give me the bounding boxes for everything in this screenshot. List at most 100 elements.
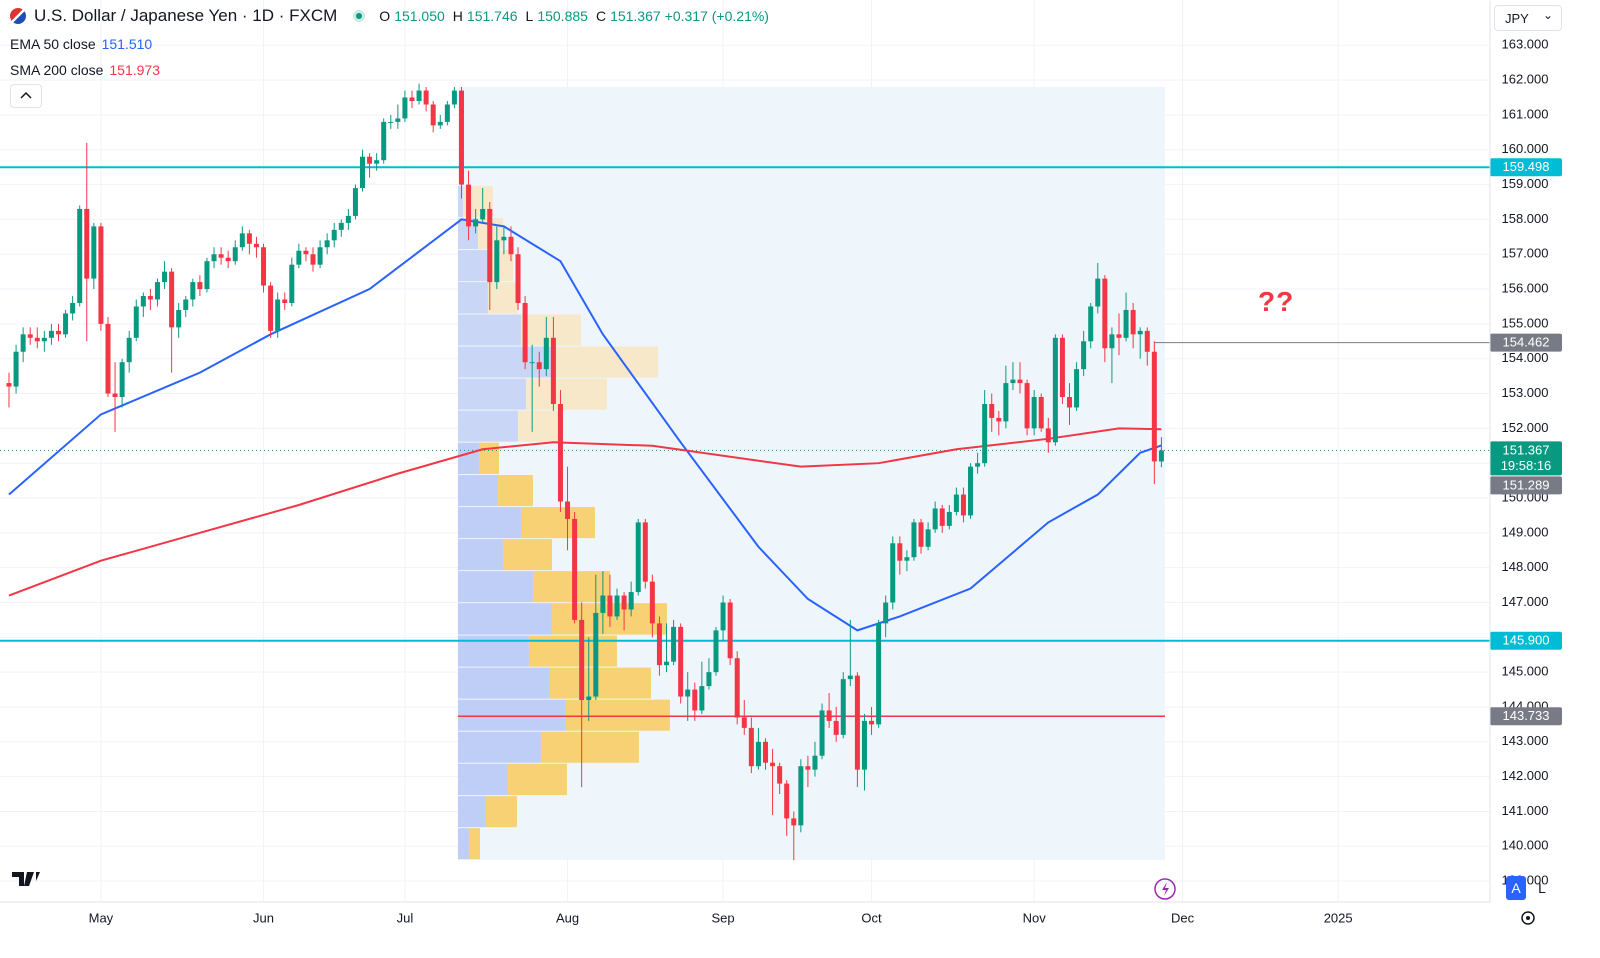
settings-icon[interactable] bbox=[1521, 911, 1535, 925]
candle-body bbox=[649, 581, 655, 624]
candle-body bbox=[671, 626, 677, 662]
candle-body bbox=[741, 717, 747, 728]
y-tick-label: 155.000 bbox=[1502, 315, 1549, 330]
x-tick-label: 2025 bbox=[1324, 910, 1353, 925]
alert-icon[interactable] bbox=[1154, 878, 1176, 900]
tv-logo[interactable] bbox=[12, 872, 40, 886]
candle-body bbox=[833, 720, 839, 735]
candle-body bbox=[317, 247, 323, 265]
candle-body bbox=[911, 522, 917, 558]
candle-body bbox=[755, 741, 761, 767]
profile-up bbox=[457, 699, 566, 731]
candle-body bbox=[1137, 330, 1143, 335]
profile-down bbox=[555, 346, 658, 378]
annotation: ?? bbox=[1258, 286, 1295, 317]
candle-body bbox=[211, 254, 217, 262]
profile-up bbox=[457, 571, 533, 603]
profile-range bbox=[457, 87, 1165, 861]
candle-body bbox=[416, 90, 422, 101]
candle-body bbox=[869, 720, 875, 725]
x-tick-label: May bbox=[89, 910, 114, 925]
candle-body bbox=[1095, 278, 1101, 307]
candle-body bbox=[275, 299, 281, 331]
symbol-flag bbox=[10, 8, 26, 24]
candle-body bbox=[480, 208, 486, 220]
price-badge bbox=[1490, 476, 1562, 495]
alert-bolt bbox=[1162, 882, 1169, 896]
auto-scale[interactable]: A bbox=[1506, 876, 1526, 900]
collapse-button[interactable] bbox=[10, 84, 42, 108]
candle-body bbox=[41, 337, 47, 342]
candle-body bbox=[982, 403, 988, 464]
candle-body bbox=[423, 90, 429, 105]
candle-body bbox=[225, 257, 231, 262]
candle-body bbox=[367, 156, 373, 164]
candle-body bbox=[784, 783, 790, 819]
candle-body bbox=[699, 686, 705, 711]
candle-body bbox=[473, 219, 479, 227]
symbol[interactable]: U.S. Dollar / Japanese Yen · 1D · FXCM bbox=[34, 6, 338, 25]
y-tick-label: 147.000 bbox=[1502, 594, 1549, 609]
profile-down bbox=[525, 378, 607, 410]
profile-up bbox=[457, 731, 541, 763]
candle-body bbox=[239, 233, 245, 248]
candle-body bbox=[642, 522, 648, 582]
candle-body bbox=[975, 463, 981, 467]
y-tick-label: 161.000 bbox=[1502, 106, 1549, 121]
candle-body bbox=[458, 90, 464, 185]
profile-down bbox=[478, 442, 499, 475]
profile-up bbox=[457, 314, 521, 346]
candle-body bbox=[1102, 278, 1108, 349]
candle-body bbox=[63, 313, 69, 335]
currency-select[interactable]: JPY bbox=[1494, 5, 1562, 31]
profile-down bbox=[497, 475, 533, 507]
candle-body bbox=[508, 236, 514, 255]
y-tick-label: 160.000 bbox=[1502, 141, 1549, 156]
candle-body bbox=[1130, 309, 1136, 335]
candle-body bbox=[1144, 330, 1150, 352]
candle-body bbox=[925, 529, 931, 547]
candle-body bbox=[819, 710, 825, 756]
candle-body bbox=[890, 543, 896, 603]
indicator-name: EMA 50 close bbox=[10, 36, 96, 52]
candle-body bbox=[798, 766, 804, 826]
candle-body bbox=[1151, 351, 1157, 462]
candle-body bbox=[13, 351, 19, 387]
candle-body bbox=[268, 285, 274, 331]
y-tick-label: 143.000 bbox=[1502, 733, 1549, 748]
indicator-legend[interactable]: EMA 50 close 151.510 bbox=[10, 36, 152, 52]
candle-body bbox=[147, 296, 153, 300]
candle-body bbox=[296, 250, 302, 265]
indicator-legend[interactable]: SMA 200 close 151.973 bbox=[10, 62, 160, 78]
y-tick-label: 156.000 bbox=[1502, 280, 1549, 295]
candle-body bbox=[904, 557, 910, 561]
ohlc-label: H bbox=[452, 8, 463, 24]
candle-body bbox=[996, 417, 1002, 422]
candle-body bbox=[6, 383, 12, 387]
profile-up bbox=[457, 250, 488, 282]
candle-body bbox=[253, 243, 259, 248]
candle-body bbox=[515, 254, 521, 303]
candle-body bbox=[1031, 397, 1037, 429]
candle-body bbox=[989, 403, 995, 418]
candle-body bbox=[770, 762, 776, 767]
candle-body bbox=[218, 254, 224, 258]
candle-body bbox=[692, 689, 698, 711]
candle-body bbox=[854, 675, 860, 770]
candle-body bbox=[876, 623, 882, 725]
candle-body bbox=[621, 595, 627, 610]
candle-body bbox=[565, 501, 571, 519]
candle-body bbox=[1158, 450, 1164, 462]
candle-body bbox=[303, 250, 309, 255]
candle-body bbox=[395, 118, 401, 122]
candle-body bbox=[805, 766, 811, 770]
y-tick-label: 141.000 bbox=[1502, 803, 1549, 818]
candle-body bbox=[98, 226, 104, 324]
candle-body bbox=[953, 494, 959, 512]
profile-up bbox=[457, 763, 508, 796]
x-tick-label: Nov bbox=[1023, 910, 1047, 925]
candle-body bbox=[614, 595, 620, 617]
profile-up bbox=[457, 218, 478, 250]
log-scale[interactable]: L bbox=[1538, 880, 1546, 896]
